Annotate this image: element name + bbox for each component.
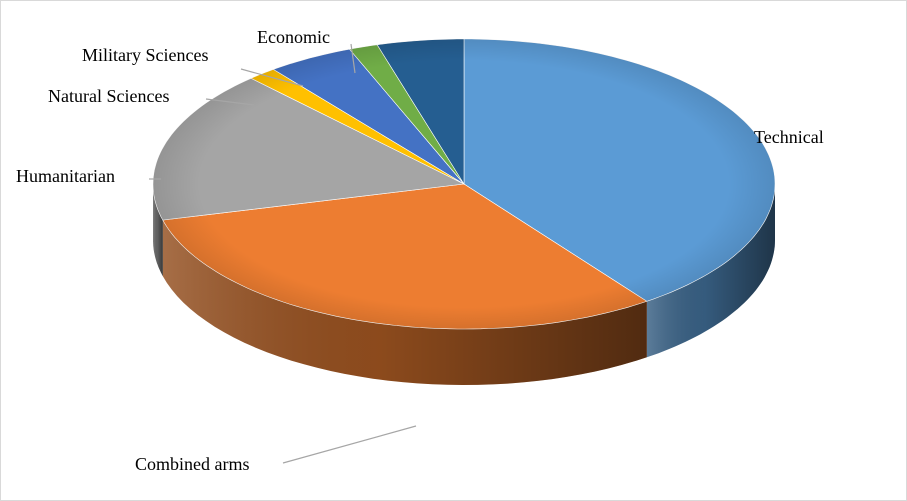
economic-label: Economic bbox=[257, 27, 330, 47]
combined-arms-slice-side-shading bbox=[162, 220, 647, 385]
humanitarian-slice-side-shading bbox=[153, 184, 163, 277]
pie-side-walls bbox=[153, 184, 775, 385]
technical-label: Technical bbox=[754, 127, 824, 147]
humanitarian-label: Humanitarian bbox=[16, 166, 115, 186]
military-sciences-label: Military Sciences bbox=[82, 45, 208, 65]
pie-labels: Technical Combined arms Humanitarian Natura… bbox=[16, 27, 824, 474]
pie-top-faces bbox=[152, 38, 776, 330]
natural-sciences-label: Natural Sciences bbox=[48, 86, 169, 106]
economic-leader-line bbox=[350, 43, 356, 74]
combined-arms-leader-line bbox=[282, 425, 417, 464]
pie-top-rim-shading bbox=[153, 39, 775, 329]
natural-sciences-leader-line bbox=[205, 98, 255, 106]
military-sciences-leader-line bbox=[240, 68, 304, 87]
technical-slice-side-shading bbox=[646, 184, 775, 358]
combined-arms-label: Combined arms bbox=[135, 454, 250, 474]
